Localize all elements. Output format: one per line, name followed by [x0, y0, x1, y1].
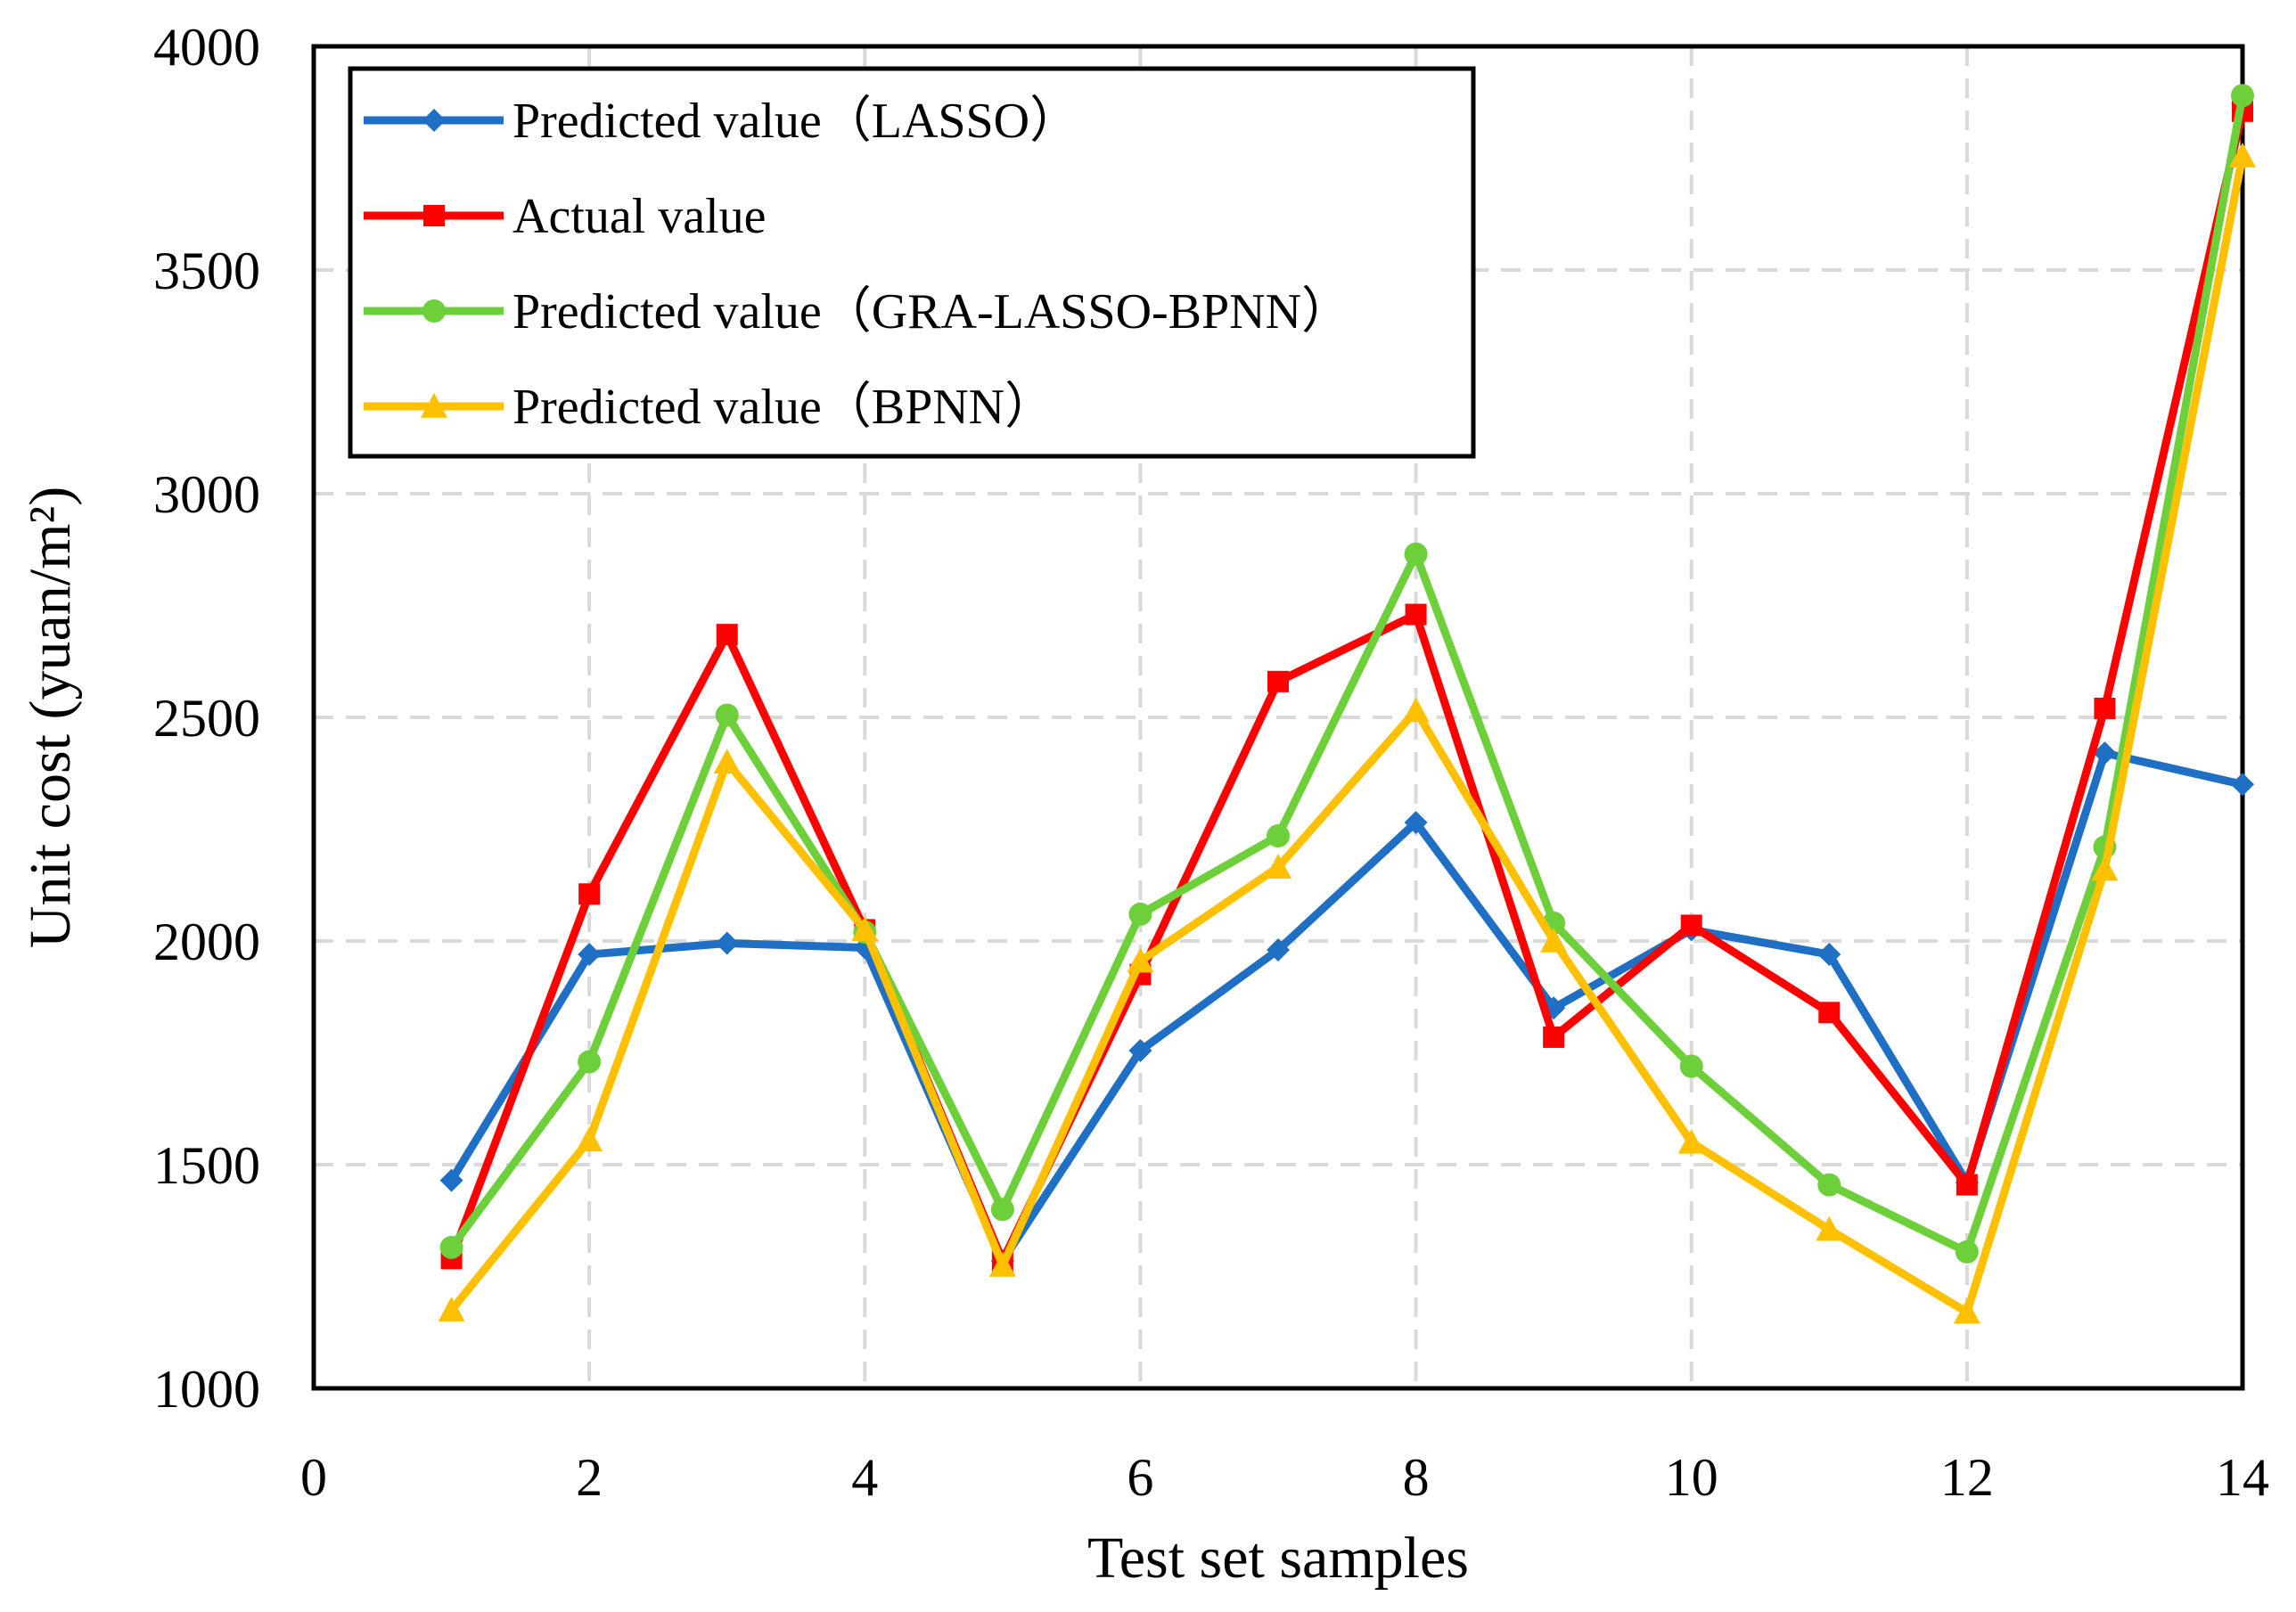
legend-entry: Predicted value（BPNN） [364, 380, 1054, 435]
series-2 [440, 100, 2253, 1272]
data-point [716, 624, 738, 646]
data-point [578, 883, 601, 905]
series-1 [439, 741, 2254, 1272]
data-point [1540, 928, 1568, 953]
data-point [2093, 741, 2117, 765]
data-point [1817, 943, 1841, 967]
x-axis-ticks: 0 2 4 6 8 10 12 14 [300, 1448, 2269, 1507]
legend-label: Predicted value（LASSO） [512, 94, 1079, 149]
legend-label: Actual value [512, 189, 767, 244]
y-tick-label: 2500 [153, 689, 260, 748]
data-point [1543, 1026, 1565, 1048]
y-axis-ticks: 1000 1500 2000 2500 3000 3500 4000 [153, 18, 260, 1419]
data-point [2229, 142, 2256, 168]
data-point [851, 916, 879, 942]
data-point [1680, 914, 1702, 937]
data-point [1953, 1298, 1980, 1324]
data-point [1128, 1038, 1152, 1062]
legend-marker [422, 299, 446, 323]
data-point [1128, 902, 1152, 926]
data-point [1816, 1215, 1843, 1241]
x-axis-title: Test set samples [1087, 1526, 1469, 1591]
data-point [438, 1297, 465, 1322]
data-point [2231, 773, 2254, 797]
series-layer [438, 84, 2256, 1324]
data-point [439, 1235, 463, 1259]
data-point [1267, 670, 1289, 692]
legend-items: Predicted value（LASSO） Actual value Predic… [364, 94, 1351, 435]
data-point [1402, 697, 1430, 723]
x-tick-label: 6 [1127, 1448, 1153, 1507]
legend-marker [422, 109, 446, 132]
legend-marker [423, 205, 445, 226]
data-point [1127, 947, 1154, 973]
plot-area-frame [311, 44, 2245, 1391]
legend-box [348, 66, 1476, 459]
x-tick-label: 2 [576, 1448, 603, 1507]
data-point [1818, 1002, 1841, 1024]
data-point [2231, 84, 2254, 108]
y-tick-label: 1500 [153, 1136, 260, 1195]
y-tick-label: 3500 [153, 241, 260, 300]
data-point [1265, 854, 1292, 879]
data-point [1267, 938, 1290, 962]
data-point [715, 931, 739, 955]
data-point [713, 749, 741, 773]
legend: Predicted value（LASSO） Actual value Predic… [348, 66, 1476, 459]
data-point [1404, 810, 1428, 834]
series-line [447, 749, 2247, 1265]
y-tick-label: 2000 [153, 912, 260, 971]
legend-marker [421, 393, 447, 418]
data-point [1817, 1173, 1841, 1197]
x-tick-label: 4 [851, 1448, 878, 1507]
legend-label: Predicted value（BPNN） [512, 380, 1054, 435]
x-tick-label: 8 [1403, 1448, 1430, 1507]
data-point [715, 703, 739, 727]
y-tick-label: 4000 [153, 18, 260, 77]
data-point [1404, 542, 1428, 566]
data-point [1679, 1054, 1703, 1078]
data-point [988, 1251, 1016, 1277]
series-3 [439, 84, 2254, 1264]
data-point [990, 1198, 1014, 1222]
legend-entry: Predicted value（LASSO） [364, 94, 1079, 149]
series-line [447, 107, 2247, 1265]
series-4 [438, 142, 2256, 1324]
x-tick-label: 12 [1940, 1448, 1994, 1507]
data-point [1405, 603, 1427, 626]
data-point [1956, 1174, 1978, 1196]
data-point [2094, 697, 2116, 719]
x-tick-label: 10 [1665, 1448, 1718, 1507]
data-point [576, 1126, 603, 1152]
series-line [447, 151, 2247, 1317]
data-point [1955, 1240, 1979, 1264]
legend-label: Predicted value（GRA-LASSO-BPNN） [512, 284, 1351, 340]
y-tick-label: 3000 [153, 465, 260, 524]
y-tick-label: 1000 [153, 1360, 260, 1419]
data-point [578, 943, 602, 967]
x-tick-label: 0 [300, 1448, 327, 1507]
legend-entry: Predicted value（GRA-LASSO-BPNN） [364, 284, 1351, 340]
legend-entry: Actual value [364, 189, 767, 244]
y-axis-title: Unit cost (yuan/m²) [18, 487, 83, 948]
data-point [1677, 1128, 1705, 1154]
data-point [2091, 855, 2119, 881]
data-point [578, 1050, 602, 1074]
x-tick-label: 14 [2216, 1448, 2269, 1507]
data-point [1267, 824, 1290, 848]
data-point [439, 1168, 463, 1192]
series-line [447, 91, 2247, 1256]
